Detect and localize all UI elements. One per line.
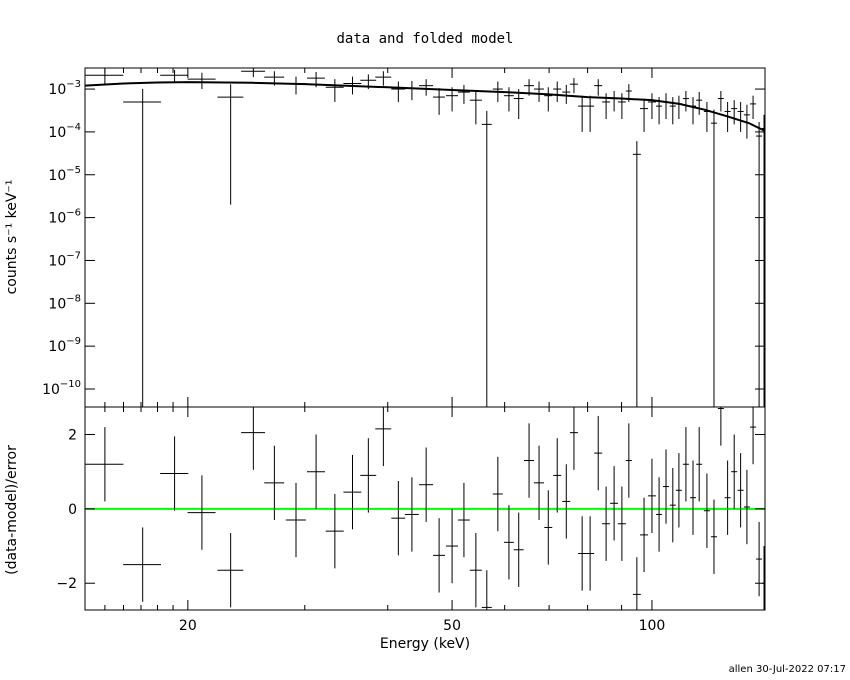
tick-base: 10	[48, 211, 66, 227]
y-tick-label: 10−7	[48, 250, 81, 269]
tick-exponent: −3	[66, 79, 81, 90]
tick-exponent: −10	[60, 379, 81, 390]
y-tick-label: 10−4	[48, 122, 81, 141]
y-tick-label: 10−8	[48, 293, 81, 312]
tick-exponent: −6	[66, 208, 81, 219]
tick-exponent: −7	[66, 250, 81, 261]
tick-base: 10	[48, 168, 66, 184]
chart-title: data and folded model	[336, 31, 513, 47]
top-plot-area	[85, 68, 765, 407]
tick-exponent: −5	[66, 165, 81, 176]
bottom-plot-area	[85, 407, 765, 610]
y-tick-label: 10−5	[48, 165, 81, 184]
y-tick-label: 0	[68, 502, 77, 518]
x-tick-label: 20	[179, 618, 197, 634]
tick-base: 10	[48, 296, 66, 312]
y-tick-label: 10−3	[48, 79, 81, 98]
tick-exponent: −4	[66, 122, 81, 133]
tick-base: 10	[48, 82, 66, 98]
y-tick-label: −2	[56, 576, 77, 592]
tick-base: 10	[48, 339, 66, 355]
model-line	[85, 81, 765, 132]
tick-exponent: −9	[66, 336, 81, 347]
y-axis-label: (data-model)/error	[4, 445, 20, 575]
y-tick-label: 10−10	[42, 379, 81, 398]
x-tick-label: 100	[639, 618, 666, 634]
x-axis-label: Energy (keV)	[380, 636, 470, 652]
tick-base: 10	[48, 253, 66, 269]
y-tick-label: 10−6	[48, 208, 81, 227]
y-tick-label: 10−9	[48, 336, 81, 355]
y-axis-label: counts s⁻¹ keV⁻¹	[4, 180, 20, 295]
x-tick-label: 50	[443, 618, 461, 634]
footer: allen 30-Jul-2022 07:17	[729, 664, 846, 675]
tick-base: 10	[42, 382, 60, 398]
tick-base: 10	[48, 125, 66, 141]
plot-frame	[84, 67, 766, 408]
y-tick-label: 2	[68, 428, 77, 444]
tick-exponent: −8	[66, 293, 81, 304]
